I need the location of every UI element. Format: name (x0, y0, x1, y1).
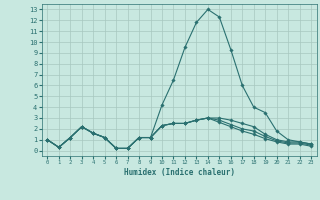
X-axis label: Humidex (Indice chaleur): Humidex (Indice chaleur) (124, 168, 235, 177)
